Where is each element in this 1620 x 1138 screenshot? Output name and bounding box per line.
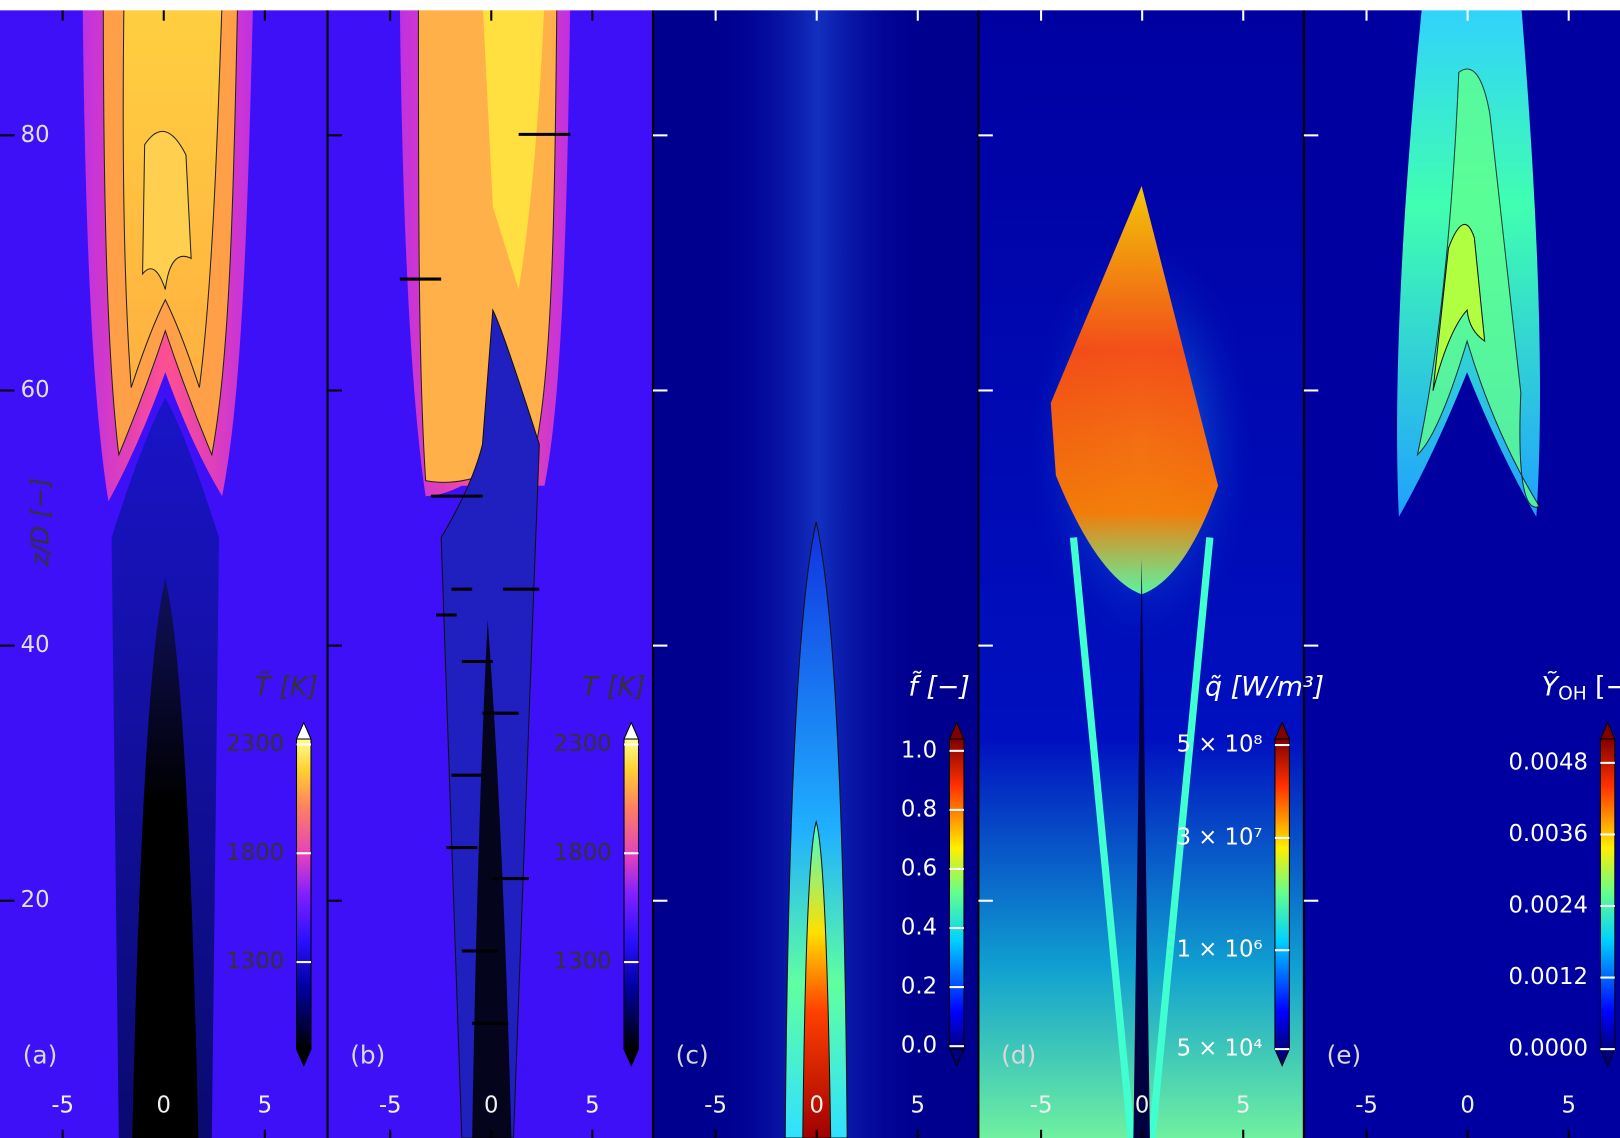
field-a [0,0,328,1138]
colorbar-extend [1274,721,1291,740]
x-tick-label: 5 [258,1092,272,1118]
colorbar-title-text: f̃ [−] [908,670,969,702]
x-tick-label: 5 [585,1092,599,1118]
y-tick-label: 60 [21,377,50,403]
field-e [1303,0,1620,1138]
x-tick-label: 0 [809,1092,823,1118]
colorbar-title-text: q̃ [W/m³] [1205,671,1324,702]
colorbar-extend [623,1048,640,1067]
panel-label: (d) [1001,1040,1036,1069]
field-b [327,0,653,1138]
x-tick-label: -5 [1030,1092,1053,1118]
colorbar-tick-label: 0.0000 [1508,1036,1587,1062]
colorbar-extend [1599,721,1616,740]
colorbar-tick-label: 1300 [554,949,612,975]
colorbar-tick-label: 2300 [554,731,612,757]
panel-label: (c) [676,1040,709,1069]
colorbar-tick-label: 0.0048 [1508,749,1587,775]
colorbar-tick-label: 0.8 [901,796,937,822]
colorbar-tick-label: 1800 [226,840,284,866]
x-tick-label: 5 [1236,1092,1250,1118]
colorbar-extend [295,721,312,740]
y-axis-label: z/D [−] [25,478,54,568]
colorbar-title-text: T̃ [K] [254,670,318,702]
colorbar-extend [295,1048,312,1067]
panel-borders [326,10,1305,1138]
field-d [978,0,1304,1138]
colorbar [948,738,965,1050]
x-tick-label: 0 [1460,1092,1474,1118]
top-margin [0,0,1620,11]
colorbar-tick-label: 1 × 10⁶ [1177,937,1263,963]
y-tick-label: 80 [21,122,50,148]
x-tick-label: 0 [157,1092,171,1118]
colorbar-tick-label: 1800 [554,840,612,866]
colorbar [1599,738,1616,1050]
colorbar-tick-label: 5 × 10⁸ [1177,732,1263,758]
colorbar [1274,738,1290,1050]
colorbar-title: T̃ [K] [254,670,318,702]
colorbar-tick-label: 2300 [226,731,284,757]
field-c [652,0,979,1138]
y-tick-label: 20 [21,887,50,913]
colorbar-tick-label: 0.0036 [1508,821,1587,847]
x-tick-label: 5 [911,1092,925,1118]
colorbar-title-text: Ỹ [1542,670,1561,702]
colorbar-tick-label: 1.0 [901,737,937,763]
colorbar-title: T [K] [582,671,646,702]
x-tick-label: -5 [704,1092,727,1118]
colorbar-tick-label: 5 × 10⁴ [1177,1036,1263,1062]
colorbar-title: q̃ [W/m³] [1205,671,1324,702]
colorbar-extend [623,721,640,740]
x-tick-label: -5 [379,1092,402,1118]
panel-label: (b) [350,1040,385,1069]
colorbar-tick-label: 0.0012 [1508,964,1587,990]
colorbar-title: f̃ [−] [908,670,969,702]
colorbar-tick-label: 0.0 [901,1033,937,1059]
colorbar [623,738,640,1050]
colorbar-extend [948,721,965,740]
colorbar-tick-label: 0.6 [901,855,937,881]
panel-label: (e) [1327,1040,1362,1069]
x-tick-label: 0 [1135,1092,1149,1118]
colorbar-title: ỸOH [−] [1542,670,1620,704]
colorbar-title-sub: OH [1558,683,1587,704]
x-tick-label: 0 [484,1092,498,1118]
x-tick-label: 5 [1561,1092,1575,1118]
colorbar-tick-label: 3 × 10⁷ [1177,824,1263,850]
y-tick-label: 40 [21,632,50,658]
x-tick-label: -5 [1355,1092,1378,1118]
colorbar-tick-label: 0.2 [901,974,937,1000]
colorbar-tick-label: 1300 [226,949,284,975]
colorbar-title-text: T [K] [582,671,646,702]
colorbar [296,738,312,1050]
panel-label: (a) [23,1040,58,1069]
colorbar-tick-label: 0.4 [901,915,937,941]
colorbar-extend [948,1048,965,1067]
x-tick-label: -5 [51,1092,74,1118]
colorbar-title-unit: [−] [1595,671,1620,702]
colorbar-tick-label: 0.0024 [1508,892,1587,918]
